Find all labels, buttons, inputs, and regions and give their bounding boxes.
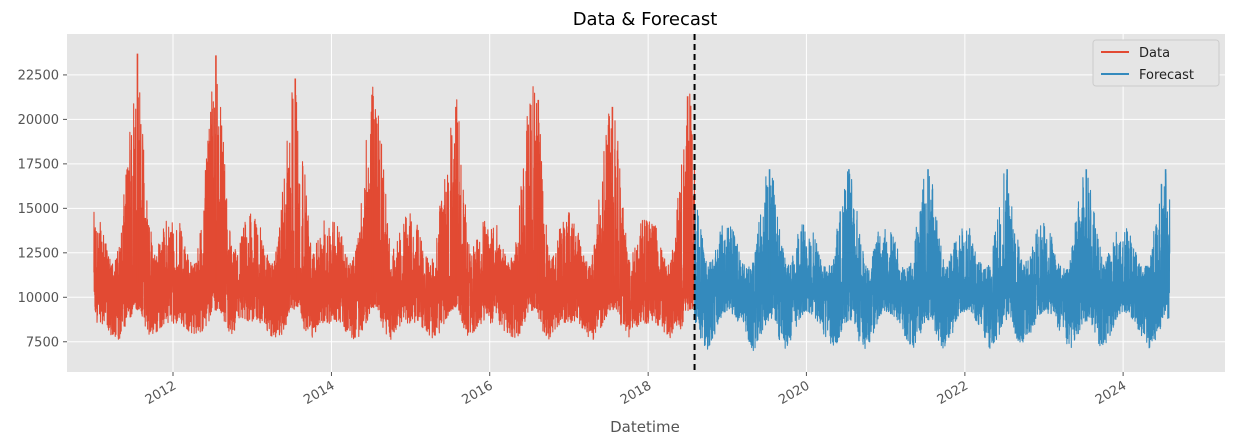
x-tick-label: 2018 (618, 378, 654, 408)
legend: Data Forecast (1092, 39, 1220, 87)
series-line-forecast (694, 171, 1171, 352)
y-tick-label: 7500 (26, 335, 59, 350)
x-tick-label: 2016 (460, 378, 496, 408)
chart-title: Data & Forecast (573, 9, 718, 30)
y-tick-label: 12500 (18, 246, 59, 261)
x-tick-label: 2012 (143, 378, 179, 408)
legend-label-forecast: Forecast (1139, 68, 1194, 83)
series-line-data (93, 83, 696, 340)
y-tick-label: 20000 (18, 113, 59, 128)
y-tick-label: 22500 (18, 68, 59, 83)
y-tick-labels: 7500 10000 12500 15000 17500 20000 22500 (18, 68, 67, 350)
x-tick-label: 2024 (1093, 378, 1129, 408)
legend-label-data: Data (1139, 46, 1170, 61)
x-tick-label: 2014 (301, 378, 337, 408)
y-tick-label: 17500 (18, 157, 59, 172)
y-tick-label: 15000 (18, 202, 59, 217)
y-tick-label: 10000 (18, 291, 59, 306)
series-layer (93, 53, 1171, 352)
x-tick-labels: 2012 2014 2016 2018 2020 2022 2024 (143, 372, 1129, 408)
x-axis-label: Datetime (610, 418, 680, 436)
x-tick-label: 2022 (935, 378, 971, 408)
x-tick-label: 2020 (776, 378, 812, 408)
